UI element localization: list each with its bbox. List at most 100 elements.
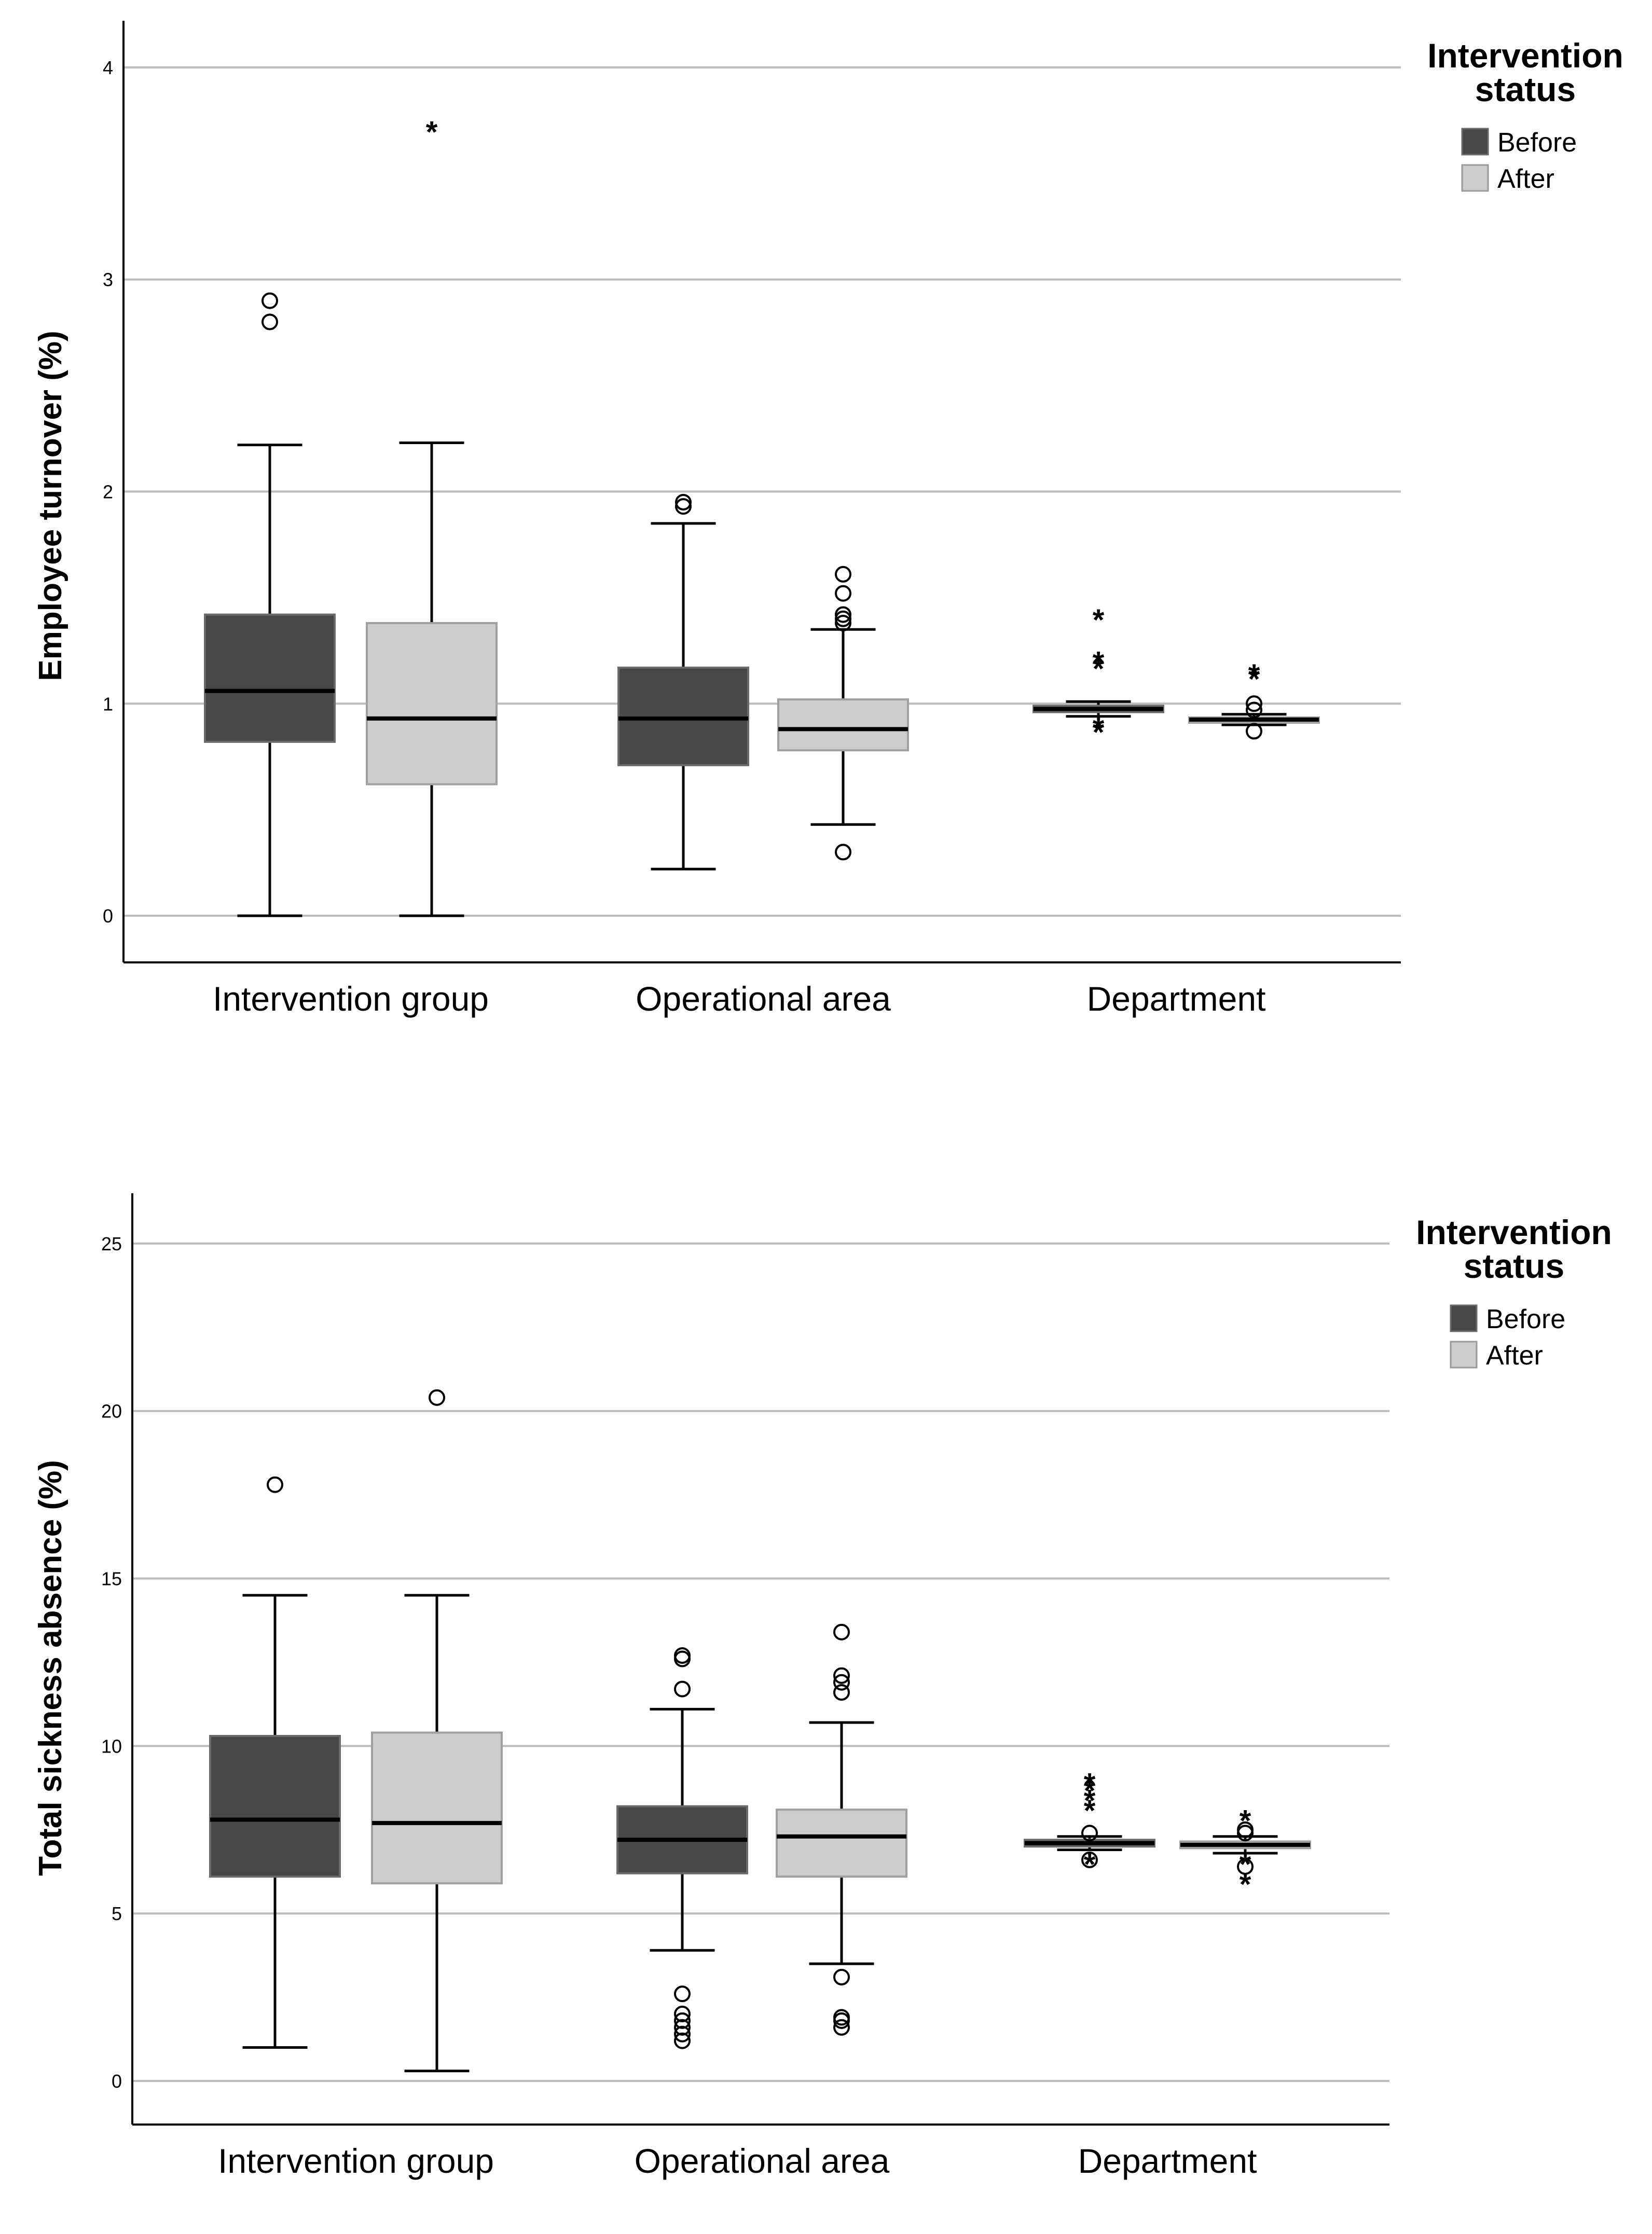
sickness-after-extreme-marker: *: [1240, 1868, 1251, 1901]
sickness-category-label: Operational area: [635, 2142, 890, 2180]
sickness-after-outlier-marker: [833, 2019, 850, 2036]
sickness-legend: Intervention status Before After: [1416, 1213, 1612, 1371]
turnover-after-outlier-marker: [835, 614, 851, 631]
sickness-before-outlier-marker: [674, 1680, 691, 1698]
turnover-legend-title-line1: Intervention: [1427, 36, 1623, 75]
turnover-after-outlier-marker: [835, 606, 851, 623]
turnover-before-outlier-marker: [261, 292, 278, 309]
turnover-y-tick-label: 4: [103, 57, 113, 78]
turnover-y-tick-label: 3: [103, 269, 113, 291]
sickness-after-outlier-marker: [833, 1684, 850, 1701]
sickness-legend-before-swatch: [1450, 1304, 1478, 1332]
sickness-before-outlier-marker: [1081, 1851, 1098, 1868]
sickness-legend-title-line1: Intervention: [1416, 1213, 1612, 1251]
sickness-legend-title-line2: status: [1464, 1247, 1564, 1285]
turnover-before-extreme-marker: *: [1093, 646, 1105, 680]
sickness-before-outlier-marker: [674, 2005, 691, 2022]
sickness-y-axis-label: Total sickness absence (%): [33, 1460, 68, 1876]
turnover-after-outlier-marker: [1246, 695, 1262, 712]
sickness-before-outlier-marker: [674, 2019, 691, 2036]
turnover-after-outlier-marker: [835, 585, 851, 602]
sickness-after-outlier-marker: [833, 1623, 850, 1640]
turnover-axes: 0 1 2 3 4 Intervention group Operational area D…: [103, 21, 1401, 1018]
sickness-before-outlier-marker: [267, 1476, 283, 1493]
sickness-after-outlier-marker: [833, 1674, 850, 1691]
sickness-after-extreme-marker: *: [1240, 1804, 1251, 1838]
turnover-after-outlier-marker: [1246, 701, 1262, 719]
sickness-before-extreme-marker: *: [1084, 1784, 1096, 1818]
sickness-before-outlier-marker: [1081, 1825, 1098, 1842]
sickness-y-tick-label: 0: [112, 2071, 122, 2092]
turnover-category-label: Intervention group: [213, 980, 489, 1018]
sickness-after-box: [776, 1809, 907, 1878]
turnover-before-extreme-marker: *: [1093, 603, 1105, 637]
sickness-y-tick-label: 5: [112, 1903, 122, 1924]
turnover-gridlines: [123, 66, 1401, 917]
sickness-y-tick-label: 25: [101, 1233, 122, 1254]
turnover-legend-title-line2: status: [1475, 70, 1576, 108]
sickness-after-outlier-marker: [1237, 1821, 1254, 1838]
turnover-y-axis-label: Employee turnover (%): [33, 330, 68, 681]
sickness-after-outlier-marker: [833, 1667, 850, 1684]
sickness-after-extreme-marker: *: [1240, 1847, 1251, 1881]
turnover-after-extreme-marker: *: [1248, 658, 1260, 692]
sickness-category-label: Department: [1078, 2142, 1257, 2180]
turnover-before-extreme-marker: *: [1093, 715, 1105, 749]
turnover-category-label: Operational area: [636, 980, 891, 1018]
sickness-before-extreme-marker: *: [1084, 1794, 1096, 1828]
turnover-y-tick-label: 0: [103, 905, 113, 927]
turnover-after-box: [777, 698, 909, 752]
turnover-y-tick-label: 1: [103, 693, 113, 714]
turnover-after-box: [366, 622, 498, 785]
sickness-legend-before-label: Before: [1486, 1304, 1565, 1334]
turnover-after-outlier-marker: [835, 610, 851, 627]
sickness-y-tick-label: 10: [101, 1735, 122, 1757]
sickness-category-label: Intervention group: [218, 2142, 494, 2180]
sickness-y-tick-label: 15: [101, 1568, 122, 1590]
turnover-after-outlier-marker: [835, 844, 851, 861]
turnover-after-outlier-marker: [835, 566, 851, 583]
turnover-legend-before-label: Before: [1497, 128, 1577, 158]
sickness-before-box: [209, 1735, 341, 1878]
sickness-before-extreme-marker: *: [1084, 1774, 1096, 1808]
turnover-before-extreme-marker: *: [1093, 711, 1105, 745]
sickness-before-extreme-marker: *: [1084, 1767, 1096, 1801]
turnover-before-box: [617, 666, 749, 766]
turnover-after-extreme-marker: *: [426, 116, 438, 149]
turnover-before-outlier-marker: [261, 313, 278, 330]
sickness-before-outlier-marker: [674, 2032, 691, 2049]
sickness-after-box: [371, 1731, 503, 1885]
turnover-legend: Intervention status Before After: [1427, 36, 1623, 194]
turnover-legend-before-swatch: [1461, 128, 1489, 156]
turnover-before-outlier-marker: [675, 498, 692, 515]
sickness-axes: 0 5 10 15 20 25 Intervention group Operational …: [101, 1193, 1389, 2180]
turnover-after-extreme-marker: *: [1248, 663, 1260, 696]
turnover-legend-after-swatch: [1461, 164, 1489, 192]
sickness-before-outlier-marker: [674, 2025, 691, 2043]
turnover-legend-after-label: After: [1497, 164, 1554, 194]
turnover-before-box: [204, 613, 336, 743]
sickness-before-outlier-marker: [674, 1647, 691, 1664]
sickness-legend-after-swatch: [1450, 1341, 1478, 1369]
sickness-gridlines: [132, 1242, 1389, 2083]
sickness-after-outlier-marker: [833, 2009, 850, 2026]
turnover-before-outlier-marker: [675, 493, 692, 511]
sickness-before-outlier-marker: [674, 1650, 691, 1667]
sickness-before-outlier-marker: [674, 2012, 691, 2029]
sickness-after-outlier-marker: [429, 1389, 445, 1406]
sickness-boxes: ********: [209, 1389, 1311, 2073]
turnover-y-tick-label: 2: [103, 481, 113, 503]
sickness-before-outlier-marker: [674, 1985, 691, 2003]
turnover-category-label: Department: [1087, 980, 1266, 1018]
sickness-before-extreme-marker: *: [1084, 1847, 1096, 1881]
turnover-after-outlier-marker: [1246, 723, 1262, 740]
sickness-y-tick-label: 20: [101, 1401, 122, 1422]
sickness-after-outlier-marker: [1237, 1858, 1254, 1875]
turnover-before-extreme-marker: *: [1093, 652, 1105, 686]
sickness-legend-after-label: After: [1486, 1341, 1543, 1371]
turnover-boxes: ********: [204, 116, 1320, 917]
sickness-after-outlier-marker: [833, 1968, 850, 1985]
